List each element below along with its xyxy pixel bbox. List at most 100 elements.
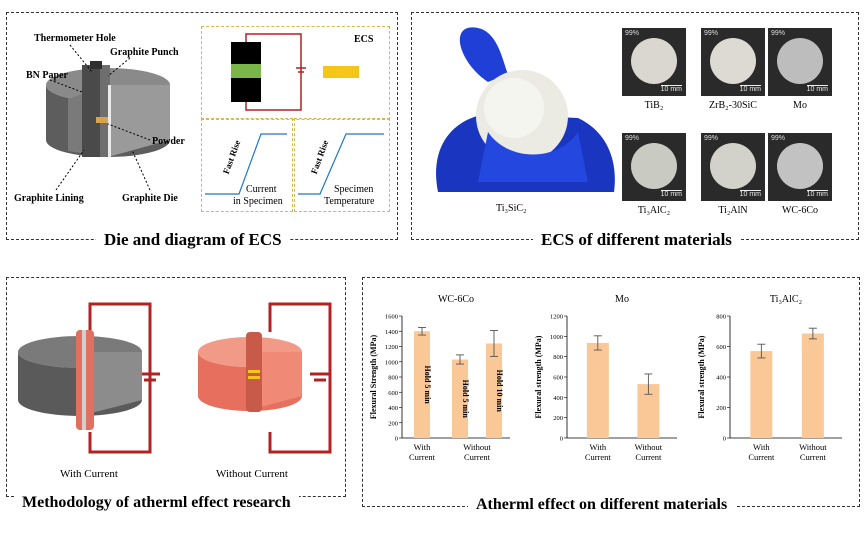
y-tick-label: 800: [716, 314, 726, 321]
sample-scale-bar: 10 mm: [806, 190, 828, 198]
bar-data-label: Hold 5 min: [461, 380, 470, 419]
chart-title: Ti₃AlC₂: [770, 294, 802, 305]
sample-label: ZrB₂-30SiC: [709, 100, 757, 111]
bar-data-label: Hold 5 min: [423, 366, 432, 405]
x-tick-label: Current: [464, 452, 491, 462]
label-bn-paper: BN Paper: [26, 70, 68, 81]
hand-sample-label: Ti₃SiC₂: [496, 203, 527, 214]
y-axis-label: Flexural strength (MPa): [534, 335, 543, 418]
y-tick-label: 600: [388, 390, 398, 397]
sample-photo: 99% 10 mm: [701, 28, 765, 96]
panel-title-methodology: Methodology of atherml effect research: [14, 494, 299, 512]
with-current-die: [18, 302, 160, 454]
y-tick-label: 1600: [385, 314, 398, 321]
sample-disc: [777, 38, 823, 84]
current-plot: [205, 133, 287, 195]
y-axis-label: Flexural Strength (MPa): [369, 335, 378, 420]
sample-label: Mo: [793, 100, 807, 111]
bar: [486, 343, 502, 438]
chart-title: WC-6Co: [438, 294, 474, 305]
without-current-label: Without Current: [216, 468, 288, 480]
label-graphite-die: Graphite Die: [122, 193, 178, 204]
sample-purity: 99%: [625, 135, 640, 142]
sample-purity: 99%: [771, 30, 786, 37]
bar: [801, 333, 824, 438]
x-tick-label: Without: [635, 442, 663, 452]
sample-scale-bar: 10 mm: [660, 190, 682, 198]
sample-label: WC-6Co: [781, 205, 819, 216]
sample-scale-bar: 10 mm: [660, 85, 682, 93]
x-tick-label: With: [414, 442, 431, 452]
temp-label-l1: Specimen: [334, 184, 374, 195]
with-current-label: With Current: [60, 468, 118, 480]
sample-purity: 99%: [704, 30, 719, 37]
temperature-plot: [298, 133, 384, 195]
without-current-die: [198, 302, 332, 454]
sample-disc: [710, 143, 756, 189]
ecs-circuit: [231, 33, 359, 111]
sample-photo: 99% 10 mm: [622, 133, 686, 201]
x-tick-label: Without: [799, 442, 827, 452]
leader-lines: [49, 44, 151, 191]
y-tick-label: 400: [716, 375, 726, 382]
sample-purity: 99%: [704, 135, 719, 142]
y-tick-label: 1000: [550, 334, 563, 341]
sample-photo: 99% 10 mm: [768, 133, 832, 201]
panel-title-materials: ECS of different materials: [533, 230, 740, 250]
y-tick-label: 0: [723, 436, 726, 443]
ecs-schematic-box: [201, 26, 390, 120]
sample-scale-bar: 10 mm: [739, 85, 761, 93]
y-tick-label: 400: [553, 395, 563, 402]
sample-scale-bar: 10 mm: [806, 85, 828, 93]
chart-title: Mo: [615, 294, 629, 305]
flexural-strength-charts: WC-6Co 0 200 400 600 800 1000 1200 1400 1600 Flexu…: [369, 294, 842, 462]
current-label-l2: in Specimen: [233, 196, 283, 207]
sample-label: Ti₃AlC₂: [637, 205, 671, 216]
sample-scale-bar: 10 mm: [739, 190, 761, 198]
temp-label-l2: Temperature: [324, 196, 375, 207]
hand-with-sample: [436, 27, 615, 192]
bar: [586, 342, 609, 438]
sample-disc: [631, 143, 677, 189]
y-tick-label: 1000: [385, 359, 398, 366]
bar: [414, 331, 430, 438]
y-tick-label: 200: [553, 415, 563, 422]
y-tick-label: 200: [388, 420, 398, 427]
sample-photo: 99% 10 mm: [701, 133, 765, 201]
y-axis-label: Flexural strength (MPa): [697, 335, 706, 418]
y-tick-label: 600: [553, 375, 563, 382]
y-tick-label: 1400: [385, 329, 398, 336]
y-tick-label: 200: [716, 405, 726, 412]
sample-purity: 99%: [771, 135, 786, 142]
ecs-label: ECS: [354, 34, 374, 45]
bar: [637, 384, 660, 438]
bar-data-label: Hold 10 min: [495, 370, 504, 413]
sample-disc: [631, 38, 677, 84]
x-tick-label: Current: [748, 452, 775, 462]
x-tick-label: Current: [409, 452, 436, 462]
label-thermometer-hole: Thermometer Hole: [34, 33, 116, 44]
sample-purity: 99%: [625, 30, 640, 37]
y-tick-label: 1200: [385, 344, 398, 351]
current-label-l1: Current: [246, 184, 277, 195]
x-tick-label: Without: [463, 442, 491, 452]
x-tick-label: Current: [585, 452, 612, 462]
y-tick-label: 800: [553, 354, 563, 361]
panel-title-atherml: Atherml effect on different materials: [468, 496, 736, 514]
x-tick-label: With: [753, 442, 770, 452]
sample-photo: 99% 10 mm: [622, 28, 686, 96]
graphite-die-illustration: [46, 61, 170, 157]
bar: [750, 351, 773, 438]
y-tick-label: 800: [388, 375, 398, 382]
sample-label: Ti₂AlN: [718, 205, 748, 216]
label-graphite-punch: Graphite Punch: [110, 47, 179, 58]
y-tick-label: 0: [560, 436, 563, 443]
y-tick-label: 1200: [550, 314, 563, 321]
temp-plot-box: [294, 118, 390, 212]
sample-disc: [710, 38, 756, 84]
label-powder: Powder: [152, 136, 185, 147]
x-tick-label: Current: [635, 452, 662, 462]
x-tick-label: With: [589, 442, 606, 452]
y-tick-label: 600: [716, 344, 726, 351]
y-tick-label: 400: [388, 405, 398, 412]
